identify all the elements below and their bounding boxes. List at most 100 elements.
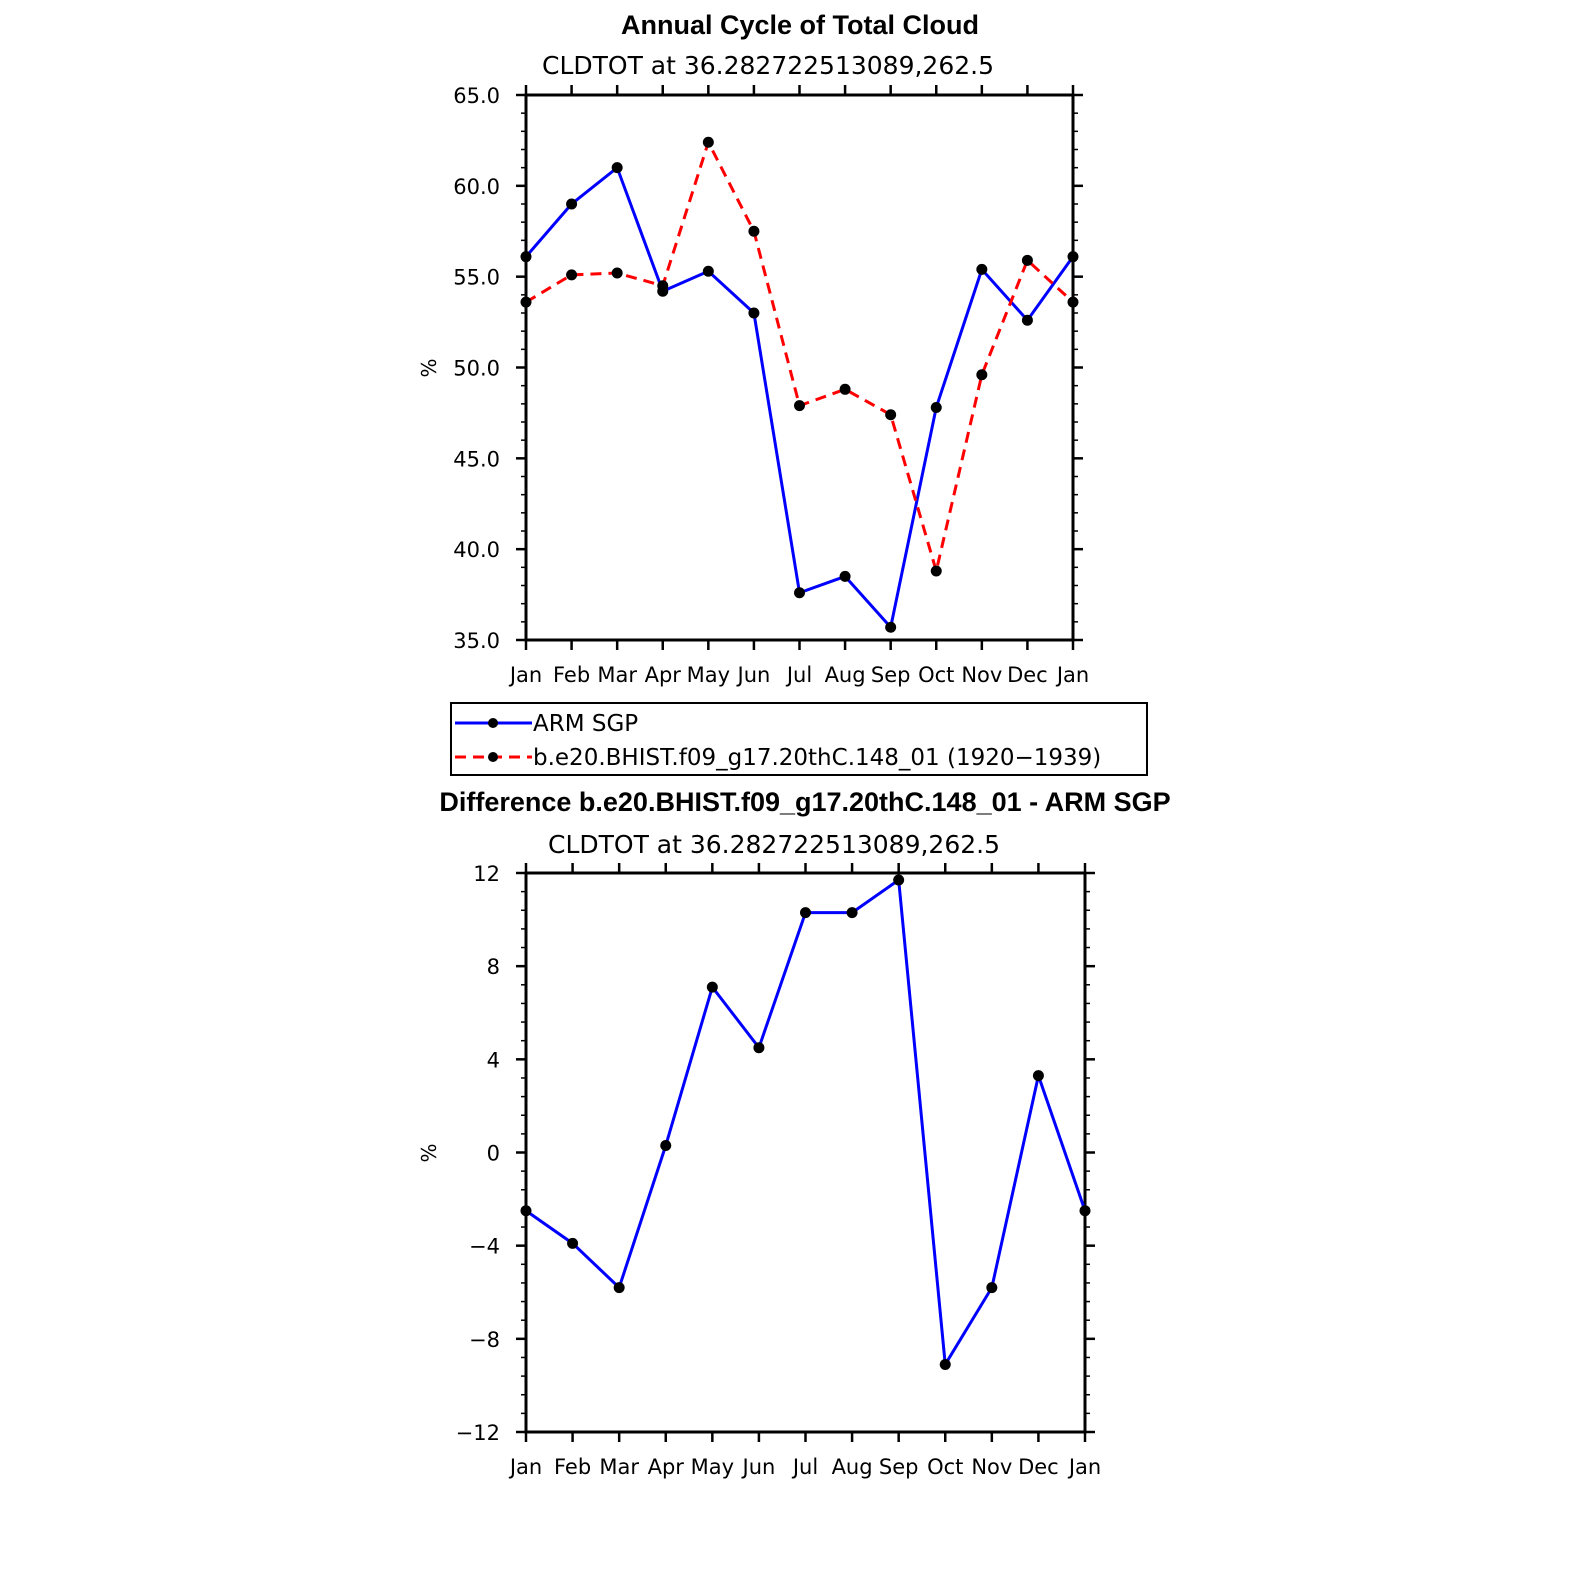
top-y-tick-label: 45.0 — [453, 447, 500, 471]
top-x-tick-label: Oct — [918, 663, 954, 687]
top-y-tick-label: 40.0 — [453, 538, 500, 562]
bottom-series-0-point — [800, 907, 811, 919]
top-series-0-point — [748, 307, 760, 319]
bottom-x-tick-label: Jan — [508, 1455, 542, 1479]
top-chart: Annual Cycle of Total Cloud CLDTOT at 36… — [417, 10, 1148, 776]
top-chart-title: Annual Cycle of Total Cloud — [621, 10, 979, 40]
top-x-tick-label: Jan — [1055, 663, 1089, 687]
bottom-x-tick-label: Sep — [879, 1455, 919, 1479]
legend-label-arm: ARM SGP — [533, 711, 638, 737]
bottom-y-tick-label: −12 — [456, 1421, 500, 1445]
bottom-chart: Difference b.e20.BHIST.f09_g17.20thC.148… — [417, 787, 1171, 1479]
top-series-1-point — [702, 136, 714, 148]
bottom-x-tick-label: May — [691, 1455, 734, 1479]
top-axes: 35.0 40.0 45.0 50.0 55.0 60.0 65.0 Jan Feb Mar Apr… — [453, 84, 1089, 687]
top-y-axis-label: % — [417, 358, 441, 377]
bottom-axes: −12 −8 −4 0 4 8 12 Jan Feb Mar Apr May Jun Jul Aug Sep O… — [456, 862, 1102, 1479]
bottom-y-axis-label: % — [417, 1143, 441, 1162]
bottom-x-tick-label: Jul — [791, 1455, 818, 1479]
top-series-1-point — [748, 225, 760, 237]
top-series-1-point — [1067, 296, 1079, 308]
top-series-1-point — [611, 267, 623, 279]
top-series-1-point — [976, 369, 988, 381]
bottom-series-0-point — [706, 981, 718, 993]
top-x-tick-label: Jul — [785, 663, 812, 687]
bottom-x-tick-label: Nov — [971, 1455, 1012, 1479]
top-y-tick-label: 60.0 — [453, 175, 500, 199]
top-x-tick-label: Dec — [1007, 663, 1048, 687]
bottom-x-tick-label: Aug — [832, 1455, 873, 1479]
legend-marker-arm — [488, 718, 498, 728]
top-x-tick-label: May — [687, 663, 730, 687]
legend-marker-model — [488, 752, 498, 762]
bottom-x-tick-label: Apr — [648, 1455, 685, 1479]
top-x-tick-label: Nov — [961, 663, 1002, 687]
bottom-plot-frame — [524, 871, 1087, 1434]
top-x-tick-label: Mar — [597, 663, 637, 687]
top-series-1-point — [566, 269, 578, 281]
top-legend: ARM SGP b.e20.BHIST.f09_g17.20thC.148_01… — [450, 702, 1148, 776]
bottom-series-0-point — [1079, 1205, 1091, 1217]
bottom-series-0-point — [613, 1282, 625, 1294]
top-series-0-point — [885, 621, 897, 633]
bottom-y-tick-label: 12 — [473, 862, 500, 886]
bottom-series-0-point — [567, 1237, 579, 1249]
top-y-tick-label: 65.0 — [453, 84, 500, 108]
bottom-series-0-point — [939, 1358, 951, 1370]
bottom-series-0-point — [520, 1205, 532, 1217]
top-series-1-point — [839, 383, 851, 395]
top-series-0-point — [611, 162, 623, 174]
bottom-series-0-point — [1032, 1070, 1044, 1082]
top-x-tick-label: Apr — [645, 663, 682, 687]
top-x-tick-label: Aug — [825, 663, 866, 687]
top-y-tick-label: 35.0 — [453, 629, 500, 653]
top-series-1-point — [1021, 254, 1033, 266]
bottom-series-layer — [520, 874, 1091, 1370]
top-y-tick-label: 50.0 — [453, 357, 500, 381]
top-series-0-point — [839, 570, 851, 582]
bottom-x-tick-label: Jan — [1067, 1455, 1101, 1479]
bottom-y-tick-label: 8 — [487, 955, 500, 979]
bottom-y-tick-label: −8 — [469, 1328, 500, 1352]
bottom-x-tick-label: Feb — [554, 1455, 591, 1479]
bottom-series-0-point — [660, 1140, 672, 1152]
top-y-tick-label: 55.0 — [453, 266, 500, 290]
top-series-line-0 — [524, 165, 1075, 631]
bottom-y-tick-label: −4 — [469, 1235, 500, 1259]
top-series-0-point — [1021, 314, 1033, 326]
top-x-tick-label: Jan — [508, 663, 542, 687]
top-series-0-point — [566, 198, 578, 210]
top-x-tick-label: Sep — [871, 663, 911, 687]
top-series-0-point — [976, 263, 988, 275]
bottom-series-0-point — [986, 1282, 998, 1294]
bottom-chart-subtitle: CLDTOT at 36.282722513089,262.5 — [548, 830, 1000, 859]
legend-label-model: b.e20.BHIST.f09_g17.20thC.148_01 (1920−1… — [533, 745, 1101, 771]
top-chart-subtitle: CLDTOT at 36.282722513089,262.5 — [542, 51, 994, 80]
top-series-0-point — [794, 587, 805, 599]
top-series-1-point — [520, 296, 532, 308]
top-series-0-point — [1067, 251, 1079, 263]
bottom-y-tick-label: 0 — [487, 1142, 500, 1166]
bottom-chart-title: Difference b.e20.BHIST.f09_g17.20thC.148… — [439, 787, 1170, 817]
top-series-1-point — [794, 400, 805, 412]
top-series-layer — [520, 136, 1079, 633]
bottom-y-tick-label: 4 — [487, 1048, 500, 1072]
top-series-0-point — [520, 251, 532, 263]
top-series-0-point — [930, 401, 942, 413]
bottom-x-tick-label: Jun — [741, 1455, 776, 1479]
top-series-0-point — [702, 265, 714, 277]
top-x-tick-label: Jun — [736, 663, 771, 687]
bottom-series-0-point — [893, 874, 905, 886]
bottom-series-line-0 — [525, 877, 1087, 1370]
bottom-series-0-point — [753, 1042, 765, 1054]
top-x-tick-label: Feb — [553, 663, 590, 687]
top-series-line-1 — [525, 138, 1075, 577]
bottom-x-tick-label: Dec — [1018, 1455, 1059, 1479]
top-series-1-point — [657, 280, 669, 292]
top-series-1-point — [930, 565, 942, 577]
legend-box — [450, 702, 1148, 776]
bottom-series-0-point — [846, 907, 858, 919]
top-series-1-point — [885, 409, 897, 421]
bottom-x-tick-label: Oct — [927, 1455, 963, 1479]
